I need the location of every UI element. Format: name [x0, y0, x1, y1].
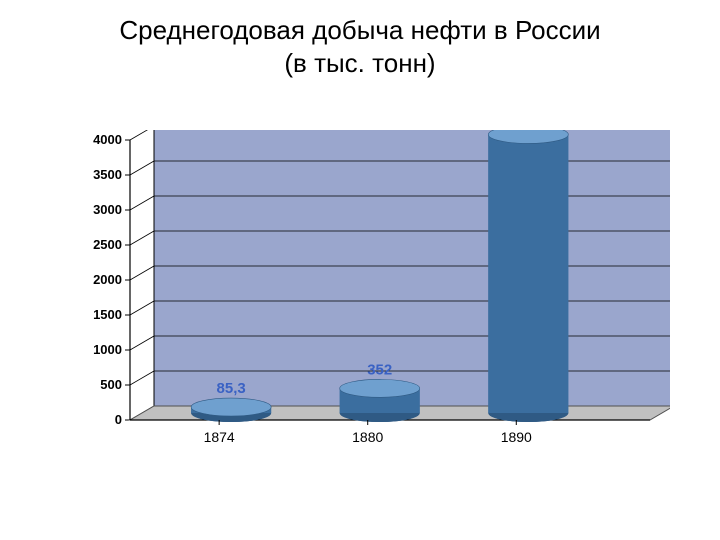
grid-depth	[130, 266, 154, 280]
grid-depth	[130, 301, 154, 315]
bar-top	[340, 379, 420, 397]
y-tick-label: 500	[100, 377, 122, 392]
grid-depth	[130, 130, 154, 140]
x-tick-label: 1890	[501, 429, 532, 445]
grid-depth	[130, 336, 154, 350]
grid-depth	[130, 196, 154, 210]
title-line-2: (в тыс. тонн)	[284, 48, 435, 78]
plot-back-wall	[154, 130, 670, 406]
x-tick-label: 1874	[204, 429, 235, 445]
y-tick-label: 4000	[93, 132, 122, 147]
chart-title: Среднегодовая добыча нефти в России (в т…	[0, 14, 720, 79]
x-tick-label: 1880	[352, 429, 383, 445]
data-label: 352	[367, 361, 392, 378]
chart-area: 0 500 1000 1500 2000 2500 3000 3500 4000 85,3 1874…	[70, 130, 670, 480]
bar-base-front	[488, 413, 568, 422]
bar-body	[488, 134, 568, 413]
bar-base-front	[340, 413, 420, 422]
y-tick-label: 3000	[93, 202, 122, 217]
data-label: 85,3	[217, 380, 246, 397]
grid-depth	[130, 161, 154, 175]
y-tick-label: 1500	[93, 307, 122, 322]
grid-depth	[130, 231, 154, 245]
y-tick-label: 2000	[93, 272, 122, 287]
y-tick-label: 1000	[93, 342, 122, 357]
grid-depth	[130, 371, 154, 385]
bar-chart: 0 500 1000 1500 2000 2500 3000 3500 4000 85,3 1874…	[70, 130, 670, 480]
y-tick-label: 2500	[93, 237, 122, 252]
title-line-1: Среднегодовая добыча нефти в России	[119, 15, 600, 45]
y-tick-label: 3500	[93, 167, 122, 182]
bar-top	[191, 398, 271, 416]
y-tick-label: 0	[115, 412, 122, 427]
